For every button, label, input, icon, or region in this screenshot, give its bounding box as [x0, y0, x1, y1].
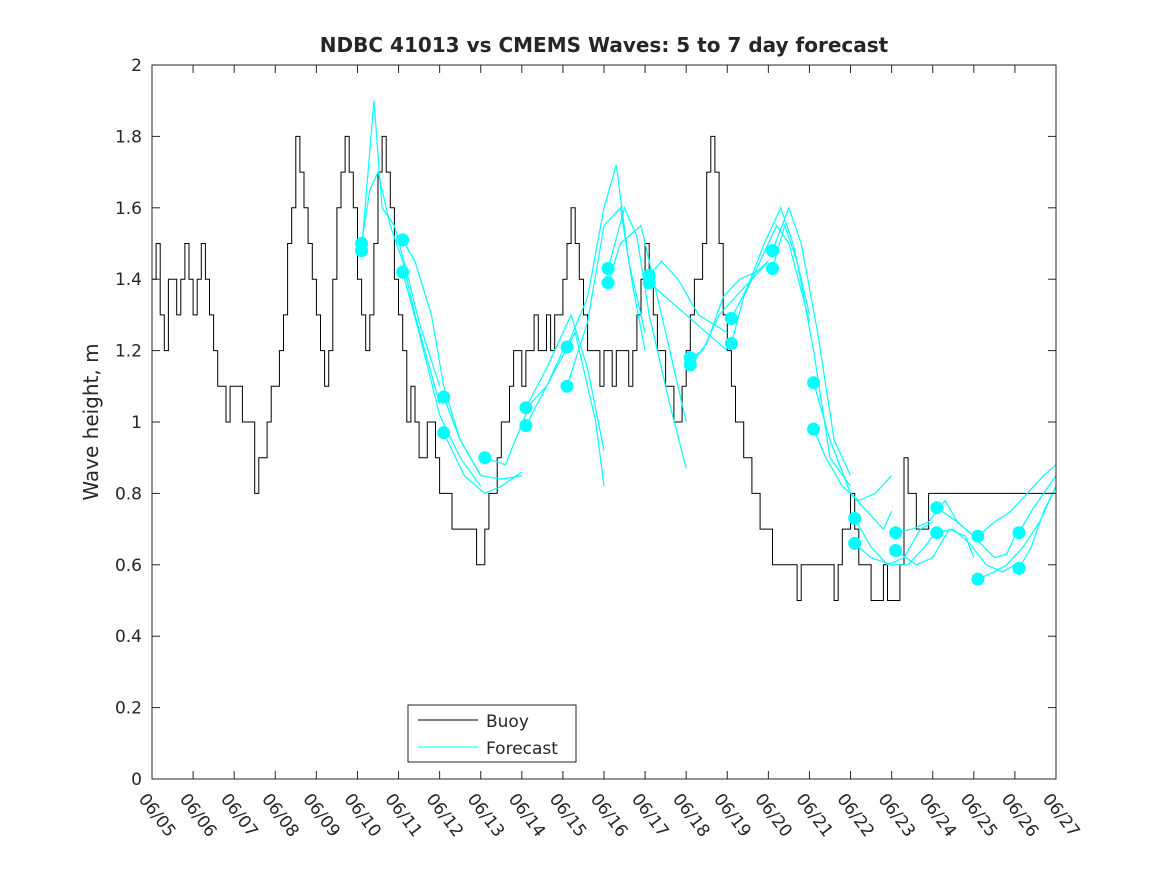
forecast-point-4 [396, 265, 410, 279]
y-tick-label: 1.2 [115, 342, 142, 362]
forecast-point-17 [683, 358, 697, 372]
y-tick-label: 0.4 [115, 627, 142, 647]
forecast-line-1 [361, 100, 441, 387]
forecast-line-23 [813, 428, 893, 502]
forecast-point-6 [437, 426, 451, 440]
forecast-point-28 [930, 501, 944, 515]
forecast-point-27 [889, 544, 903, 557]
forecast-point-3 [396, 233, 410, 247]
forecast-line-13 [607, 224, 687, 423]
y-tick-label: 2 [131, 56, 142, 76]
y-tick-label: 1.8 [115, 127, 142, 147]
forecast-point-11 [560, 379, 574, 393]
forecast-point-18 [724, 312, 738, 325]
forecast-point-26 [889, 526, 903, 540]
forecast-point-12 [601, 262, 615, 275]
forecast-line-29 [936, 528, 1016, 573]
forecast-line-6 [443, 432, 523, 495]
y-tick-label: 1.4 [115, 270, 142, 290]
forecast-line-33 [1018, 486, 1057, 569]
forecast-line-25 [854, 535, 934, 566]
forecast-line-22 [813, 382, 893, 531]
forecast-line-2 [361, 170, 441, 405]
forecast-line-4 [402, 271, 482, 487]
y-tick-label: 0.6 [115, 556, 142, 576]
forecast-point-22 [807, 376, 821, 390]
y-axis-label: Wave height, m [79, 343, 103, 500]
chart-title: NDBC 41013 vs CMEMS Waves: 5 to 7 day fo… [320, 33, 889, 57]
forecast-point-20 [766, 244, 779, 258]
forecast-point-24 [848, 511, 862, 525]
forecast-point-13 [601, 276, 615, 290]
forecast-point-19 [724, 337, 738, 350]
forecast-point-15 [642, 269, 656, 283]
forecast-point-29 [930, 526, 944, 540]
forecast-point-2 [355, 237, 369, 250]
forecast-point-31 [971, 572, 985, 586]
forecast-point-10 [560, 340, 574, 354]
forecast-line-18 [730, 206, 811, 319]
legend-buoy-label: Buoy [486, 712, 529, 732]
forecast-line-15 [648, 260, 728, 334]
plot-area [152, 65, 1056, 779]
legend-forecast-label: Forecast [486, 739, 558, 759]
forecast-point-21 [766, 262, 779, 275]
forecast-line-5 [443, 396, 522, 480]
y-tick-label: 1 [131, 413, 142, 433]
forecast-point-32 [1012, 526, 1026, 540]
forecast-line-32 [1018, 475, 1057, 533]
forecast-point-33 [1012, 561, 1026, 575]
forecast-line-20 [771, 206, 852, 476]
legend-box [407, 704, 577, 763]
forecast-point-23 [807, 422, 821, 436]
forecast-line-19 [730, 224, 811, 344]
forecast-line-8 [525, 313, 605, 451]
forecast-line-11 [566, 206, 646, 387]
forecast-line-27 [895, 528, 975, 566]
y-tick-label: 1.6 [115, 199, 142, 219]
forecast-point-30 [971, 529, 985, 543]
y-tick-label: 0.8 [115, 484, 142, 504]
series-layer [152, 100, 1057, 601]
forecast-point-5 [437, 390, 451, 404]
forecast-line-9 [525, 331, 605, 487]
forecast-line-28 [936, 507, 1016, 559]
forecast-point-8 [519, 401, 533, 415]
forecast-point-25 [848, 536, 862, 550]
y-tick-label: 0.2 [115, 699, 142, 719]
forecast-point-9 [519, 419, 533, 433]
forecast-line-30 [977, 464, 1057, 537]
forecast-line-10 [566, 164, 646, 348]
y-tick-label: 0 [131, 770, 142, 790]
forecast-line-24 [854, 518, 933, 566]
legend: Buoy Forecast [407, 704, 577, 763]
forecast-line-14 [648, 282, 728, 352]
forecast-point-7 [478, 451, 492, 465]
forecast-line-21 [771, 223, 851, 487]
forecast-line-17 [689, 260, 769, 366]
